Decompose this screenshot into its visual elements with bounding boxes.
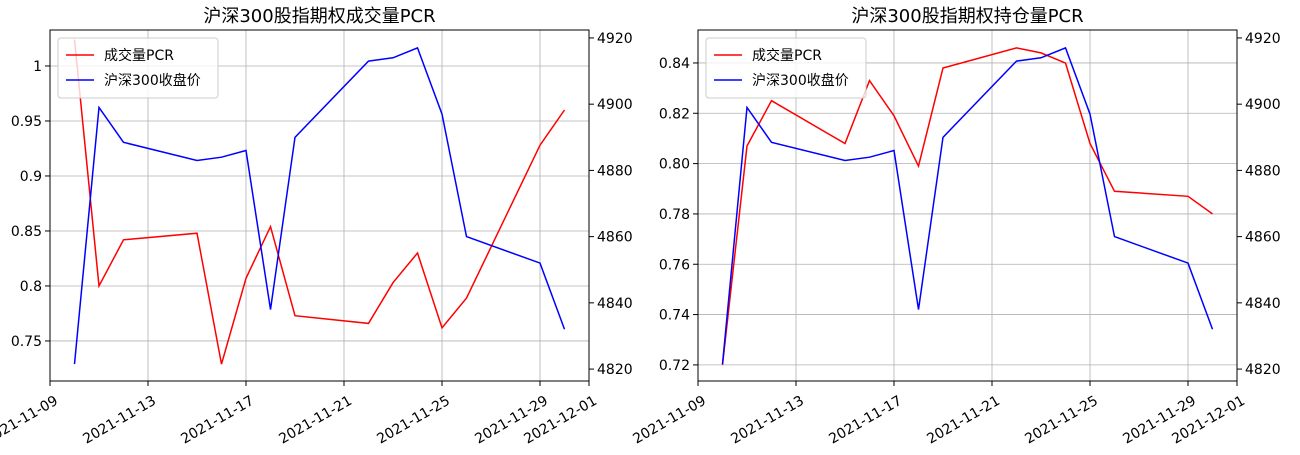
y2-tick-label: 4920 <box>1245 31 1281 47</box>
y2-tick-label: 4900 <box>597 97 633 113</box>
y-tick-label: 0.78 <box>659 207 690 223</box>
legend-box <box>57 37 219 99</box>
plot-frame <box>49 29 590 382</box>
legend-box <box>705 37 867 99</box>
x-tick-label: 2021-11-13 <box>728 393 806 448</box>
y2-tick-label: 4820 <box>1245 362 1281 378</box>
chart: 沪深300股指期权持仓量PCR 2021-11-09 2021-11-13 2021-… <box>630 6 1280 447</box>
x-tick-label: 2021-11-17 <box>178 393 256 448</box>
y-tick-label: 0.9 <box>20 169 42 185</box>
y-tick-label: 0.8 <box>20 279 42 295</box>
x-tick-label: 2021-11-21 <box>924 393 1002 448</box>
legend-label: 成交量PCR <box>752 47 822 64</box>
y2-tick-label: 4880 <box>597 163 633 179</box>
y-tick-label: 0.72 <box>659 358 690 374</box>
y-tick-label: 0.95 <box>11 114 42 130</box>
y-tick-label: 0.84 <box>659 56 690 72</box>
legend-label: 成交量PCR <box>104 47 174 64</box>
y-tick-label: 0.82 <box>659 106 690 122</box>
x-tick-label: 2021-11-17 <box>826 393 904 448</box>
x-tick-label: 2021-11-09 <box>0 393 61 448</box>
chart-title: 沪深300股指期权成交量PCR <box>203 6 435 27</box>
y2-tick-label: 4900 <box>1245 97 1281 113</box>
x-tick-label: 2021-11-25 <box>1022 393 1100 448</box>
x-tick-label: 2021-11-21 <box>276 393 354 448</box>
chart-title: 沪深300股指期权持仓量PCR <box>851 6 1083 27</box>
y2-tick-label: 4920 <box>597 31 633 47</box>
y2-tick-label: 4840 <box>597 296 633 312</box>
y-tick-label: 0.74 <box>659 308 690 324</box>
x-tick-label: 2021-11-09 <box>630 393 708 448</box>
line-series <box>73 39 566 365</box>
y-tick-label: 1 <box>33 59 42 75</box>
plot-frame <box>697 29 1238 382</box>
legend-label: 沪深300收盘价 <box>752 72 849 89</box>
legend-label: 沪深300收盘价 <box>104 72 201 89</box>
y2-tick-label: 4860 <box>1245 230 1281 246</box>
x-tick-label: 2021-11-25 <box>374 393 452 448</box>
y2-tick-label: 4880 <box>1245 163 1281 179</box>
line-series <box>73 46 566 365</box>
y-tick-label: 0.80 <box>659 157 690 173</box>
y-tick-label: 0.75 <box>11 334 42 350</box>
y-tick-label: 0.76 <box>659 257 690 273</box>
line-series <box>721 46 1214 365</box>
y-tick-label: 0.85 <box>11 224 42 240</box>
line-series <box>721 47 1213 365</box>
y2-tick-label: 4820 <box>597 362 633 378</box>
chart: 沪深300股指期权成交量PCR 2021-11-09 2021-11-13 2021-… <box>0 6 633 447</box>
y2-tick-label: 4860 <box>597 230 633 246</box>
y2-tick-label: 4840 <box>1245 296 1281 312</box>
x-tick-label: 2021-11-13 <box>80 393 158 448</box>
